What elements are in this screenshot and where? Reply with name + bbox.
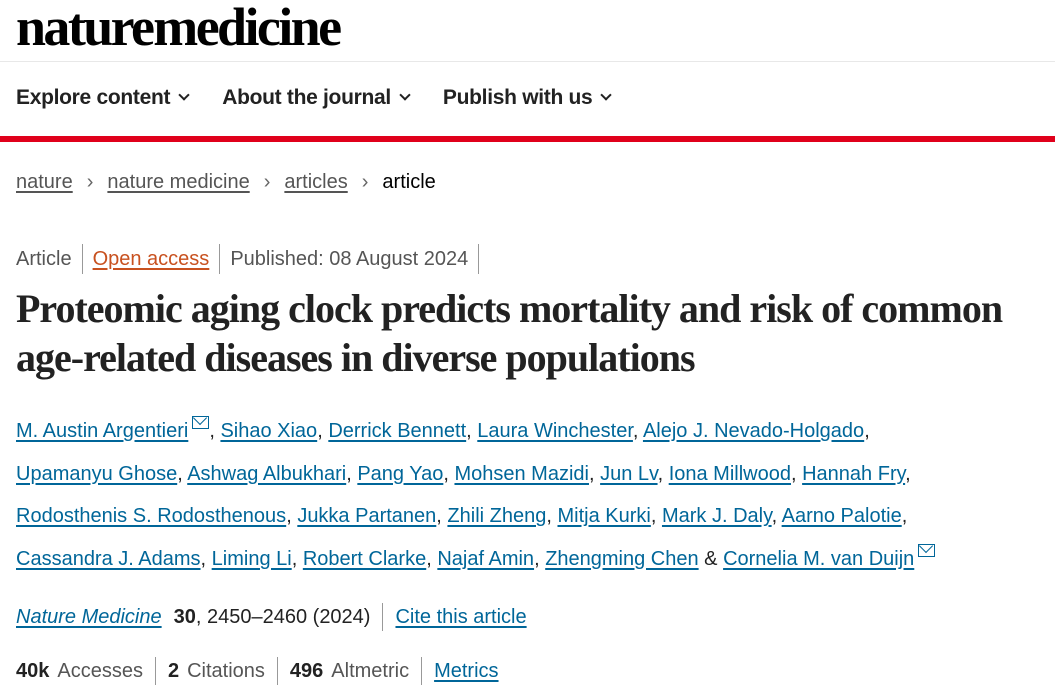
author-link[interactable]: Aarno Palotie	[781, 505, 902, 528]
author-separator: ,	[286, 505, 298, 528]
author-link[interactable]: Mohsen Mazidi	[454, 462, 589, 485]
article-metrics: 40k Accesses 2 Citations 496 Altmetric Metr…	[16, 657, 499, 685]
author-list: M. Austin Argentieri, Sihao Xiao, Derric…	[16, 410, 1046, 580]
author-link[interactable]: Najaf Amin	[437, 547, 535, 570]
chevron-down-icon	[178, 89, 190, 101]
author-link[interactable]: Cassandra J. Adams	[16, 547, 201, 570]
author-separator: ,	[200, 547, 212, 570]
chevron-down-icon	[600, 89, 613, 101]
author-link[interactable]: Jun Lv	[600, 462, 658, 485]
nav-about-journal[interactable]: About the journal	[222, 86, 411, 110]
volume: 30	[173, 605, 196, 628]
breadcrumb: nature › nature medicine › articles › artic…	[16, 171, 436, 194]
divider	[0, 61, 1055, 62]
pages: , 2450–2460 (2024)	[195, 605, 371, 628]
email-icon[interactable]	[918, 543, 936, 557]
author-link[interactable]: Ashwag Albukhari	[187, 462, 347, 485]
author-separator: ,	[790, 462, 803, 485]
open-access-link[interactable]: Open access	[83, 244, 221, 274]
author-separator: ,	[588, 462, 601, 485]
author-separator: ,	[443, 462, 455, 485]
nav-label: About the journal	[222, 86, 391, 109]
author-link[interactable]: Alejo J. Nevado-Holgado	[642, 420, 865, 442]
author-link[interactable]: Pang Yao	[357, 462, 444, 485]
author-separator: ,	[317, 420, 329, 442]
author-link[interactable]: Sihao Xiao	[220, 420, 318, 442]
author-link[interactable]: Cornelia M. van Duijn	[723, 547, 915, 570]
article-title: Proteomic aging clock predicts mortality…	[16, 286, 1003, 380]
divider	[154, 657, 156, 685]
author-separator: ,	[650, 505, 662, 528]
author-separator: ,	[177, 462, 188, 485]
breadcrumb-nature-medicine[interactable]: nature medicine	[107, 171, 250, 193]
divider	[421, 657, 423, 685]
citations-value: 2	[167, 659, 180, 682]
article-type: Article	[16, 244, 83, 274]
chevron-down-icon	[399, 89, 411, 101]
author-separator: ,	[546, 505, 558, 528]
journal-logo[interactable]: nature medicine	[16, 0, 342, 57]
author-separator: ,	[346, 462, 358, 485]
author-separator: ,	[426, 547, 438, 570]
published-date: Published: 08 August 2024	[220, 244, 480, 274]
author-link[interactable]: Mitja Kurki	[557, 505, 651, 528]
altmetric-value: 496	[289, 659, 324, 682]
accesses-label: Accesses	[57, 659, 143, 682]
journal-link[interactable]: Nature Medicine	[16, 605, 162, 628]
metrics-link[interactable]: Metrics	[434, 659, 499, 682]
author-link[interactable]: M. Austin Argentieri	[16, 420, 189, 442]
cite-this-article-link[interactable]: Cite this article	[395, 605, 527, 628]
main-nav: Explore content About the journal Publis…	[16, 86, 644, 110]
author-link[interactable]: Zhengming Chen	[545, 547, 699, 570]
author-separator: ,	[436, 505, 448, 528]
author-link[interactable]: Laura Winchester	[477, 420, 633, 442]
author-link[interactable]: Robert Clarke	[302, 547, 427, 570]
author-separator: ,	[534, 547, 546, 570]
breadcrumb-current: article	[382, 171, 436, 193]
author-separator: ,	[466, 420, 478, 442]
author-link[interactable]: Rodosthenis S. Rodosthenous	[16, 505, 287, 528]
email-icon[interactable]	[192, 416, 210, 429]
author-link[interactable]: Hannah Fry	[802, 462, 906, 485]
author-separator: ,	[905, 462, 911, 485]
article-meta: Article Open access Published: 08 August…	[16, 244, 480, 274]
author-link[interactable]: Upamanyu Ghose	[16, 462, 178, 485]
author-separator: ,	[209, 420, 221, 442]
author-separator: ,	[632, 420, 643, 442]
author-separator: ,	[901, 505, 908, 528]
divider	[382, 603, 384, 631]
author-link[interactable]: Liming Li	[211, 547, 292, 570]
author-link[interactable]: Derrick Bennett	[328, 420, 467, 442]
accesses-value: 40k	[16, 659, 50, 682]
author-separator: ,	[864, 420, 870, 442]
nav-publish-with-us[interactable]: Publish with us	[442, 86, 613, 110]
nav-label: Explore content	[16, 86, 171, 109]
nav-label: Publish with us	[442, 86, 593, 109]
accent-bar	[0, 136, 1055, 142]
author-link[interactable]: Iona Millwood	[668, 462, 791, 485]
divider	[276, 657, 278, 685]
chevron-right-icon: ›	[361, 171, 369, 193]
chevron-right-icon: ›	[86, 171, 94, 193]
author-separator: &	[698, 547, 724, 570]
nav-explore-content[interactable]: Explore content	[16, 86, 190, 110]
author-separator: ,	[291, 547, 303, 570]
author-link[interactable]: Jukka Partanen	[297, 505, 437, 528]
altmetric-label: Altmetric	[331, 659, 410, 682]
author-separator: ,	[771, 505, 782, 528]
chevron-right-icon: ›	[263, 171, 271, 193]
author-separator: ,	[657, 462, 669, 485]
breadcrumb-nature[interactable]: nature	[16, 171, 73, 193]
author-link[interactable]: Zhili Zheng	[447, 505, 547, 528]
author-link[interactable]: Mark J. Daly	[661, 505, 772, 528]
citations-label: Citations	[187, 659, 265, 682]
citation: Nature Medicine 30 , 2450–2460 (2024) Ci…	[16, 603, 527, 631]
breadcrumb-articles[interactable]: articles	[284, 171, 348, 193]
